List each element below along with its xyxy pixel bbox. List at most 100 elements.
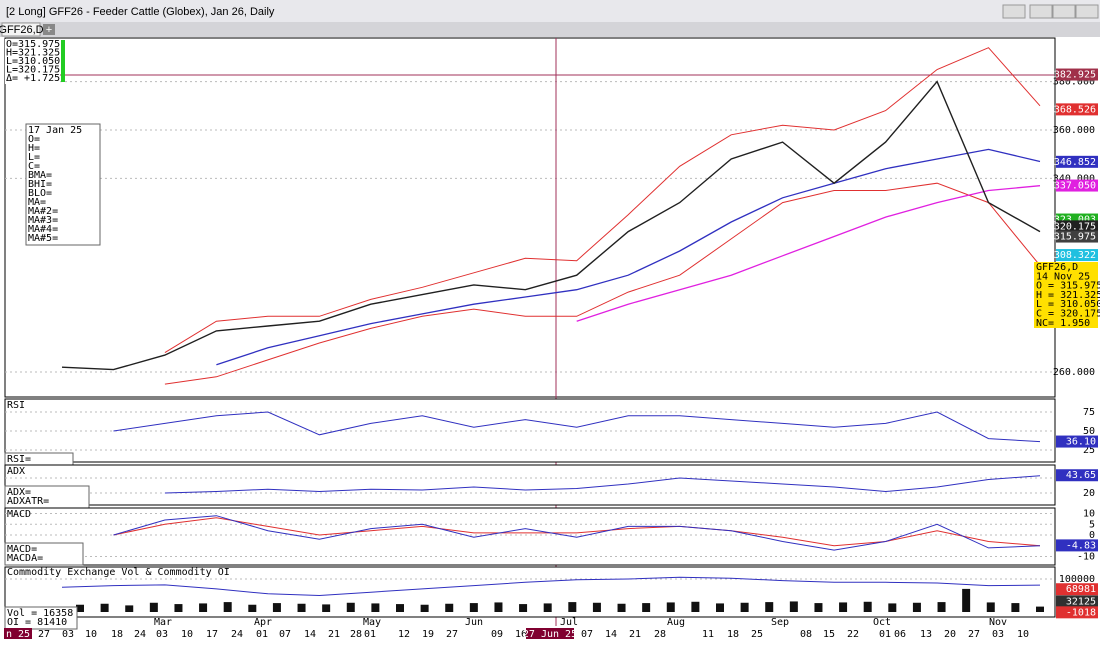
volume-bar (248, 604, 257, 613)
value-box-label: 32125 (1066, 596, 1096, 607)
month-label: Apr (254, 617, 272, 628)
y-tick-label: -10 (1077, 552, 1095, 563)
date-highlight (526, 628, 574, 639)
volume-bar (272, 603, 281, 613)
date-label: 19 (422, 629, 434, 640)
panel-title: MACD (7, 509, 31, 520)
readout: BHI= (28, 179, 52, 190)
readout: MA#5= (28, 233, 58, 244)
date-label: 18 (727, 629, 739, 640)
date-label: n 25 (6, 629, 30, 640)
volume-bar (223, 602, 232, 613)
volume-bar (445, 603, 454, 613)
add-tab[interactable] (43, 24, 55, 35)
value-box (1056, 68, 1098, 81)
value-box-label: 36.10 (1066, 437, 1096, 448)
ohlc-line: Δ= +1.725 (6, 73, 60, 84)
value-box (1056, 179, 1098, 192)
date-label: 10 (181, 629, 193, 640)
value-box (1056, 583, 1098, 596)
date-highlight (4, 628, 32, 639)
value-box-label: 43.65 (1066, 470, 1096, 481)
value-box (1056, 155, 1098, 168)
y-tick-label: 340.000 (1053, 173, 1095, 184)
tab[interactable] (1, 22, 41, 37)
volume-bar (420, 604, 429, 613)
quote-line: L = 310.050 (1036, 299, 1100, 310)
volume-bar (519, 604, 528, 613)
volume-bar (986, 602, 995, 613)
date-label: 14 (304, 629, 316, 640)
y-tick-label: 260.000 (1053, 367, 1095, 378)
value-box-label: 337.050 (1054, 181, 1096, 192)
volume-bar (740, 602, 749, 613)
date-label: 08 (800, 629, 812, 640)
pin-button[interactable] (1002, 4, 1026, 19)
date-label: 27 (446, 629, 458, 640)
y-tick-label: 20 (1083, 488, 1095, 499)
volume-bar (396, 604, 404, 613)
value-box-label: 308.322 (1054, 250, 1096, 261)
month-label: Jun (465, 617, 483, 628)
ohlc-line: H=321.325 (6, 48, 60, 59)
date-label: 03 (992, 629, 1004, 640)
date-label: 28 (350, 629, 362, 640)
ohlc-line: O=315.975 (6, 39, 60, 50)
panel (4, 37, 1056, 398)
rsi-line (113, 411, 1041, 443)
volume-bar (1011, 603, 1020, 613)
maximize-button[interactable] (1052, 4, 1076, 19)
month-label: Nov (989, 617, 1007, 628)
date-label: 17 (206, 629, 218, 640)
readout: ADX= (7, 487, 31, 498)
value-box (1056, 103, 1098, 116)
panel (4, 464, 1056, 506)
volume-bar (469, 603, 478, 613)
readout: MA#3= (28, 215, 58, 226)
volume-bar (543, 603, 552, 613)
date-label: 25 (751, 629, 763, 640)
quote-line: H = 321.325 (1036, 290, 1100, 301)
volume-bar (962, 588, 971, 613)
lower-band (164, 182, 1041, 385)
readout: Vol = 16358 (7, 608, 73, 619)
value-box-label: 68981 (1066, 584, 1096, 595)
readout-box (4, 606, 78, 630)
readout: MACD= (7, 544, 37, 555)
readout: MA#4= (28, 224, 58, 235)
volume-bar (149, 602, 158, 613)
minimize-button[interactable] (1029, 4, 1053, 19)
readout-box (4, 542, 84, 566)
quote-line: O = 315.975 (1036, 281, 1100, 292)
close-button[interactable] (1075, 4, 1099, 19)
y-tick-label: 380.000 (1053, 77, 1095, 88)
readout: ADXATR= (7, 496, 49, 507)
date-label: 24 (134, 629, 146, 640)
window-title: [2 Long] GFF26 - Feeder Cattle (Globex),… (6, 6, 275, 18)
macd-line (113, 515, 1041, 551)
volume-bar (494, 602, 503, 613)
y-tick-label: 360.000 (1053, 125, 1095, 136)
value-box (1056, 249, 1098, 262)
month-label: Aug (667, 617, 685, 628)
month-label: May (363, 617, 381, 628)
date-label: 21 (328, 629, 340, 640)
tab-bar (0, 22, 1100, 37)
date-label: 10 (85, 629, 97, 640)
readout: RSI= (7, 454, 31, 465)
value-box-label: 320.175 (1054, 221, 1096, 232)
volume-bar (765, 602, 774, 613)
volume-bar (125, 605, 134, 613)
readout: 17 Jan 25 (28, 125, 82, 136)
date-label: 18 (111, 629, 123, 640)
upper-band (164, 47, 1041, 354)
date-label: 07 (279, 629, 291, 640)
y-tick-label: 25 (1083, 445, 1095, 456)
date-label: 06 (894, 629, 906, 640)
date-label: 09 (491, 629, 503, 640)
date-label: 13 (920, 629, 932, 640)
date-label: 27 (968, 629, 980, 640)
value-box-label: 323.003 (1054, 215, 1096, 226)
date-label: 07 (581, 629, 593, 640)
